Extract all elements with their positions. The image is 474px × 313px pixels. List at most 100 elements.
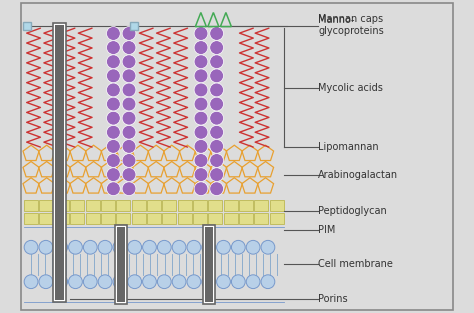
Circle shape <box>210 126 224 139</box>
Bar <box>131 200 146 211</box>
Circle shape <box>172 240 186 254</box>
Bar <box>270 200 283 211</box>
Bar <box>39 213 54 224</box>
Circle shape <box>172 275 186 289</box>
Circle shape <box>143 275 156 289</box>
Bar <box>147 200 161 211</box>
Text: Mannan caps: Mannan caps <box>319 14 383 24</box>
Bar <box>24 200 38 211</box>
Bar <box>208 200 222 211</box>
Circle shape <box>194 182 208 196</box>
Text: Lipomannan: Lipomannan <box>319 142 379 152</box>
Bar <box>101 213 115 224</box>
Text: Manno-
glycoproteins: Manno- glycoproteins <box>319 15 384 37</box>
Circle shape <box>98 240 112 254</box>
Bar <box>208 213 222 224</box>
Circle shape <box>122 182 136 196</box>
Circle shape <box>113 240 127 254</box>
Bar <box>239 213 253 224</box>
Bar <box>203 225 215 304</box>
Circle shape <box>107 27 120 40</box>
Circle shape <box>194 126 208 139</box>
Circle shape <box>261 240 275 254</box>
Circle shape <box>122 97 136 111</box>
Bar <box>130 22 138 30</box>
Circle shape <box>202 240 216 254</box>
Bar <box>53 23 66 302</box>
Bar <box>178 200 191 211</box>
Bar <box>193 213 207 224</box>
Circle shape <box>122 140 136 153</box>
Bar <box>224 213 237 224</box>
Circle shape <box>210 97 224 111</box>
Circle shape <box>39 275 53 289</box>
Circle shape <box>122 41 136 54</box>
Circle shape <box>107 83 120 97</box>
Circle shape <box>210 83 224 97</box>
Circle shape <box>261 275 275 289</box>
Bar <box>24 213 38 224</box>
Circle shape <box>24 275 38 289</box>
Circle shape <box>210 140 224 153</box>
Circle shape <box>187 275 201 289</box>
Circle shape <box>128 275 142 289</box>
Bar <box>116 200 130 211</box>
Circle shape <box>107 168 120 182</box>
Circle shape <box>83 275 97 289</box>
Circle shape <box>143 240 156 254</box>
Circle shape <box>107 111 120 125</box>
Circle shape <box>107 154 120 167</box>
Bar <box>55 200 69 211</box>
Circle shape <box>210 41 224 54</box>
Circle shape <box>98 275 112 289</box>
Bar <box>39 200 54 211</box>
Circle shape <box>231 275 245 289</box>
Circle shape <box>122 168 136 182</box>
Circle shape <box>194 111 208 125</box>
Circle shape <box>210 55 224 69</box>
Bar <box>23 22 31 30</box>
Text: Peptidoglycan: Peptidoglycan <box>319 206 387 216</box>
Bar <box>116 213 130 224</box>
Bar <box>178 213 191 224</box>
Circle shape <box>210 168 224 182</box>
Bar <box>270 213 283 224</box>
Circle shape <box>54 275 67 289</box>
Circle shape <box>194 55 208 69</box>
Circle shape <box>122 126 136 139</box>
Circle shape <box>107 55 120 69</box>
Bar <box>70 213 84 224</box>
Circle shape <box>210 27 224 40</box>
Circle shape <box>113 275 127 289</box>
Circle shape <box>194 83 208 97</box>
Circle shape <box>202 275 216 289</box>
Circle shape <box>157 240 171 254</box>
Text: Porins: Porins <box>319 294 348 304</box>
Circle shape <box>194 97 208 111</box>
Circle shape <box>122 154 136 167</box>
Circle shape <box>194 41 208 54</box>
Bar <box>162 213 176 224</box>
Circle shape <box>69 275 82 289</box>
Circle shape <box>187 240 201 254</box>
Circle shape <box>107 140 120 153</box>
Bar <box>224 200 237 211</box>
Circle shape <box>122 83 136 97</box>
Circle shape <box>194 168 208 182</box>
Circle shape <box>194 154 208 167</box>
Bar <box>55 25 64 300</box>
Circle shape <box>210 111 224 125</box>
Circle shape <box>122 27 136 40</box>
Text: Mycolic acids: Mycolic acids <box>319 83 383 93</box>
Bar <box>117 227 125 302</box>
Bar <box>147 213 161 224</box>
Circle shape <box>54 240 67 254</box>
Text: Cell membrane: Cell membrane <box>319 259 393 269</box>
Circle shape <box>107 126 120 139</box>
Bar <box>162 200 176 211</box>
Circle shape <box>107 69 120 83</box>
Bar <box>193 200 207 211</box>
Circle shape <box>194 140 208 153</box>
Circle shape <box>122 55 136 69</box>
Circle shape <box>157 275 171 289</box>
